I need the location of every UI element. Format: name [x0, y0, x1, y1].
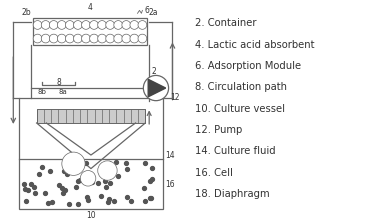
Circle shape [98, 34, 106, 43]
Text: 12. Pump: 12. Pump [195, 125, 242, 135]
Circle shape [41, 34, 50, 43]
Circle shape [122, 34, 130, 43]
Circle shape [98, 21, 106, 29]
Circle shape [122, 21, 130, 29]
Text: 8: 8 [56, 78, 61, 87]
Circle shape [106, 21, 115, 29]
Bar [19, 98, 163, 209]
Text: 8. Circulation path: 8. Circulation path [195, 82, 287, 92]
Text: 6: 6 [144, 6, 149, 15]
Circle shape [82, 21, 90, 29]
Text: 4. Lactic acid absorbent: 4. Lactic acid absorbent [195, 40, 314, 50]
Text: 14: 14 [166, 151, 175, 160]
Circle shape [130, 34, 139, 43]
Text: 4: 4 [88, 3, 92, 12]
Circle shape [114, 21, 123, 29]
Circle shape [74, 21, 82, 29]
Circle shape [33, 21, 42, 29]
Text: 8b: 8b [38, 89, 47, 95]
Circle shape [74, 34, 82, 43]
Text: 16. Cell: 16. Cell [195, 168, 233, 178]
Circle shape [89, 34, 99, 43]
Text: 8a: 8a [59, 89, 68, 95]
Polygon shape [148, 79, 166, 97]
Bar [33, 18, 147, 45]
Circle shape [138, 34, 147, 43]
Circle shape [65, 34, 74, 43]
Circle shape [58, 34, 66, 43]
Circle shape [80, 170, 96, 186]
Text: 2: 2 [151, 67, 156, 76]
Circle shape [62, 152, 85, 175]
Circle shape [143, 75, 168, 101]
Text: 12: 12 [171, 93, 180, 102]
Text: 2. Container: 2. Container [195, 18, 256, 28]
Circle shape [106, 34, 115, 43]
Circle shape [49, 21, 58, 29]
Text: 2b: 2b [21, 8, 31, 17]
Circle shape [65, 21, 74, 29]
Circle shape [130, 21, 139, 29]
Circle shape [138, 21, 147, 29]
Circle shape [114, 34, 123, 43]
Circle shape [89, 21, 99, 29]
Text: 14. Culture fluid: 14. Culture fluid [195, 146, 275, 156]
Circle shape [49, 34, 58, 43]
Text: 6. Adsorption Module: 6. Adsorption Module [195, 61, 301, 71]
Circle shape [58, 21, 66, 29]
Bar [36, 109, 145, 123]
Circle shape [98, 161, 117, 180]
Text: 10: 10 [86, 211, 96, 220]
Circle shape [82, 34, 90, 43]
Text: 16: 16 [166, 180, 175, 189]
Text: 10. Culture vessel: 10. Culture vessel [195, 104, 285, 114]
Circle shape [41, 21, 50, 29]
Circle shape [33, 34, 42, 43]
Text: 18. Diaphragm: 18. Diaphragm [195, 189, 270, 199]
Text: 2a: 2a [148, 8, 158, 17]
